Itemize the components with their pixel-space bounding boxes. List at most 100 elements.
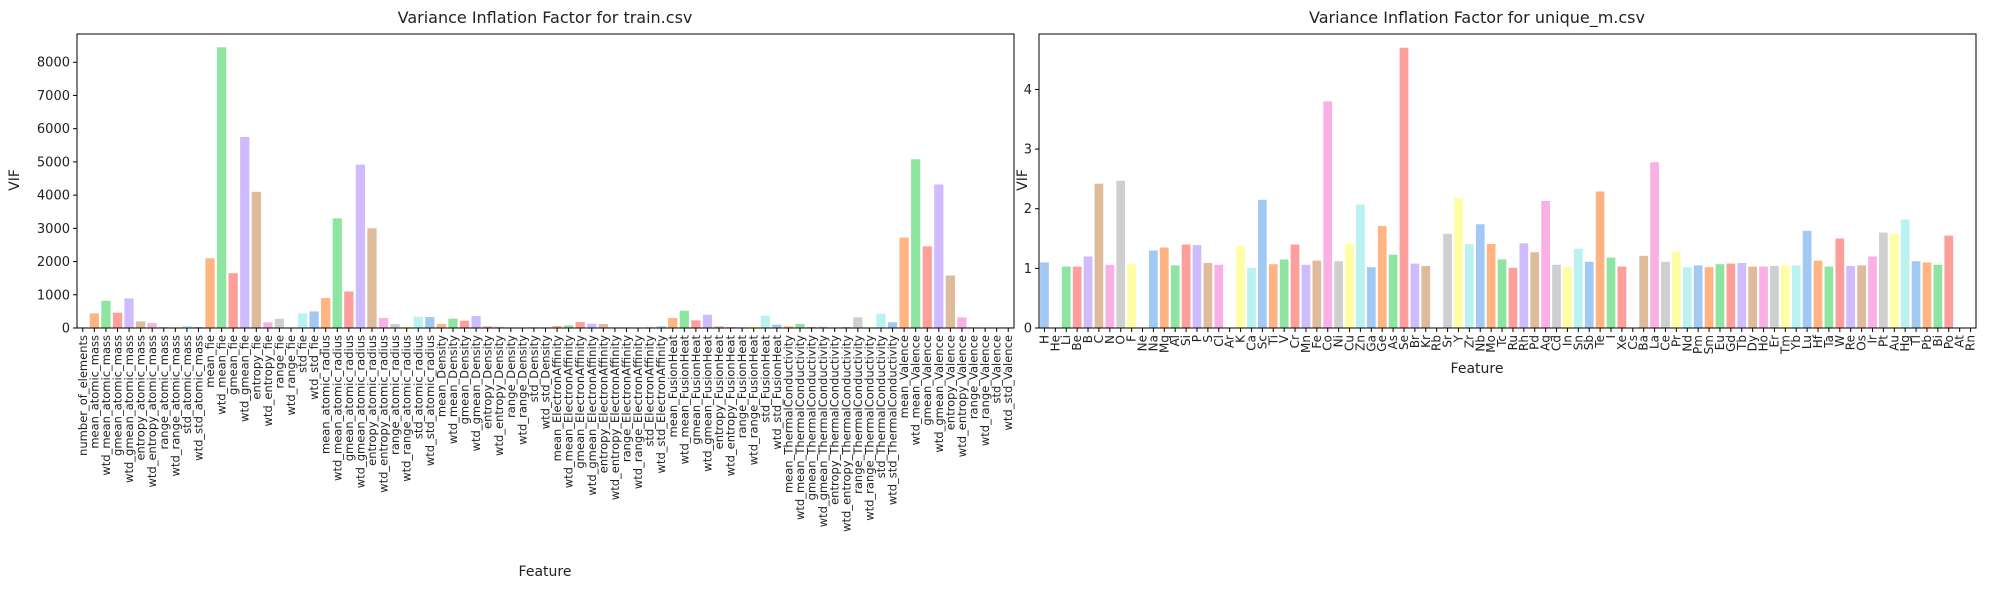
unique-m-bar — [1192, 245, 1202, 328]
train-bar — [691, 320, 701, 328]
unique-m-x-tick-label: Tm — [1778, 335, 1792, 355]
train-x-tick-label: range_atomic_mass — [157, 335, 171, 449]
unique-m-bar — [1094, 183, 1104, 328]
train-x-tick-label: wtd_entropy_FusionHeat — [724, 335, 738, 477]
train-x-tick-label: range_fie — [272, 335, 286, 389]
chart-unique-m: Variance Inflation Factor for unique_m.c… — [1015, 8, 1978, 377]
train-x-tick-label: wtd_std_Density — [539, 335, 553, 429]
unique-m-bar — [1410, 263, 1420, 328]
unique-m-x-tick-label: Mg — [1157, 335, 1171, 353]
train-x-tick-label: entropy_fie — [249, 335, 263, 400]
unique-m-x-tick-label: As — [1386, 335, 1400, 349]
unique-m-bar — [1366, 267, 1376, 328]
unique-m-x-tick-label: F — [1125, 335, 1139, 342]
unique-m-x-tick-label: La — [1648, 335, 1662, 349]
unique-m-bar — [1377, 226, 1387, 328]
train-bar — [390, 324, 400, 328]
unique-m-bar — [1475, 224, 1485, 328]
train-x-tick-label: wtd_mean_fie — [215, 335, 229, 415]
train-bar — [783, 326, 794, 328]
unique-m-bar — [1345, 243, 1354, 328]
unique-m-bar — [1911, 261, 1921, 328]
unique-m-x-tick-label: Al — [1168, 335, 1182, 347]
unique-m-bar — [1737, 263, 1747, 328]
unique-m-x-tick-label: At — [1953, 335, 1967, 348]
unique-m-x-tick-label: Gd — [1724, 335, 1738, 352]
train-x-tick-label: std_fie — [296, 335, 310, 373]
train-bar — [922, 246, 932, 328]
unique-m-x-tick-label: Ca — [1244, 335, 1258, 351]
unique-m-x-tick-label: Li — [1059, 335, 1073, 345]
unique-m-x-tick-label: Nb — [1473, 335, 1487, 352]
train-bar — [945, 275, 955, 328]
train-bar — [170, 326, 180, 328]
unique-m-bar — [1650, 162, 1659, 328]
unique-m-x-tick-label: Kr — [1419, 335, 1433, 348]
train-bar — [575, 322, 585, 328]
train-bar — [124, 298, 134, 328]
unique-m-bar — [1072, 266, 1082, 328]
unique-m-x-tick-label: Si — [1179, 335, 1193, 346]
unique-m-x-tick-label: Fe — [1310, 335, 1324, 349]
unique-m-y-tick-label: 4 — [1024, 83, 1032, 98]
train-bar — [309, 311, 319, 328]
train-bar — [876, 313, 886, 328]
unique-m-x-tick-label: Pd — [1528, 335, 1542, 350]
train-x-tick-label: wtd_gmean_Density — [469, 335, 483, 452]
train-bar — [887, 322, 898, 328]
train-x-tick-label: mean_Valence — [897, 335, 911, 418]
train-x-tick-label: std_atomic_radius — [411, 335, 425, 439]
unique-m-x-tick-label: Nd — [1680, 335, 1694, 352]
unique-m-bar — [1704, 267, 1714, 328]
unique-m-bar — [1159, 247, 1169, 328]
train-x-tick-label: wtd_mean_atomic_mass — [99, 335, 113, 476]
train-x-tick-label: std_Density — [527, 335, 541, 402]
unique-m-y-tick-label: 3 — [1024, 143, 1032, 158]
unique-m-x-tick-label: Ta — [1822, 335, 1836, 349]
unique-m-bar — [1388, 254, 1398, 328]
train-x-tick-label: wtd_range_Valence — [978, 335, 992, 446]
train-x-tick-label: mean_fie — [203, 335, 217, 388]
unique-m-x-tick-label: Dy — [1746, 335, 1760, 351]
unique-m-bar — [1149, 250, 1158, 328]
train-bar — [564, 325, 574, 328]
unique-m-x-tick-label: Au — [1887, 335, 1901, 351]
train-x-tick-label: gmean_Valence — [920, 335, 934, 426]
train-x-tick-label: wtd_gmean_ElectronAffinity — [585, 335, 599, 496]
unique-m-bar — [1595, 191, 1605, 328]
chart-unique-m-title: Variance Inflation Factor for unique_m.c… — [1309, 8, 1645, 28]
unique-m-x-tick-label: Po — [1942, 335, 1956, 349]
unique-m-x-tick-label: Ti — [1266, 335, 1280, 346]
unique-m-bar — [1889, 233, 1899, 328]
train-x-tick-label: wtd_gmean_fie — [238, 335, 252, 422]
train-x-tick-label: mean_ThermalConductivity — [781, 335, 795, 493]
unique-m-bar — [1486, 243, 1496, 328]
unique-m-x-tick-label: Zr — [1462, 335, 1476, 348]
unique-m-bar — [1922, 262, 1932, 328]
unique-m-bar — [1061, 266, 1071, 328]
train-x-tick-label: wtd_std_fie — [307, 335, 321, 400]
unique-m-x-tick-label: Hg — [1898, 335, 1912, 352]
train-x-tick-label: wtd_range_ThermalConductivity — [862, 335, 876, 521]
unique-m-x-tick-label: B — [1081, 335, 1095, 343]
unique-m-bar — [1693, 265, 1703, 328]
train-x-tick-label: entropy_ElectronAffinity — [596, 335, 610, 473]
unique-m-x-tick-label: K — [1234, 334, 1248, 343]
unique-m-x-tick-label: Cs — [1626, 335, 1640, 350]
train-bar — [367, 228, 377, 328]
unique-m-x-tick-label: Ce — [1658, 335, 1672, 351]
unique-m-bar — [1802, 230, 1812, 328]
unique-m-bar — [1040, 262, 1049, 328]
train-bar — [853, 317, 863, 328]
train-bar — [494, 326, 504, 328]
unique-m-bar — [1454, 198, 1463, 328]
train-x-tick-label: wtd_entropy_ElectronAffinity — [608, 335, 622, 500]
unique-m-bar — [1170, 265, 1180, 328]
unique-m-bar — [1780, 265, 1790, 328]
unique-m-x-tick-label: Cd — [1550, 335, 1564, 351]
train-x-tick-label: wtd_std_FusionHeat — [770, 335, 784, 450]
unique-m-bar — [1617, 266, 1627, 328]
unique-m-bar — [1770, 265, 1779, 328]
unique-m-x-tick-label: Mn — [1299, 335, 1313, 353]
train-y-tick-label: 1000 — [37, 288, 70, 303]
